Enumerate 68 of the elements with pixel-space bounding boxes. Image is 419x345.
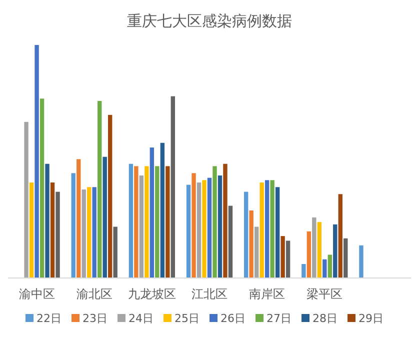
bar xyxy=(155,166,160,278)
bar xyxy=(249,210,254,278)
legend-label: 24日 xyxy=(128,312,154,325)
bar xyxy=(306,231,312,278)
legend-label: 22日 xyxy=(36,312,62,325)
legend-label: 27日 xyxy=(266,312,292,325)
bar xyxy=(196,182,202,278)
x-tick-label: 渝中区 xyxy=(18,287,55,301)
bar xyxy=(50,182,55,278)
x-tick-label: 江北区 xyxy=(192,287,228,301)
bar xyxy=(40,98,44,278)
bar xyxy=(186,184,191,278)
bar xyxy=(134,166,138,278)
bar xyxy=(160,142,165,278)
legend-label: 28日 xyxy=(312,312,338,325)
bar xyxy=(218,175,222,278)
bar xyxy=(212,166,217,278)
bar xyxy=(333,224,338,278)
bar xyxy=(264,180,270,278)
legend-label: 25日 xyxy=(174,312,200,325)
bar xyxy=(302,264,306,278)
bar xyxy=(244,192,248,278)
bar xyxy=(24,122,28,278)
bar xyxy=(45,164,50,278)
bar xyxy=(166,166,170,278)
bar xyxy=(202,180,206,278)
bar xyxy=(170,96,176,278)
bar xyxy=(34,45,39,278)
bar xyxy=(82,189,86,278)
legend-label: 26日 xyxy=(220,312,246,325)
bar xyxy=(108,114,112,278)
bar xyxy=(192,173,196,278)
bar xyxy=(275,187,280,278)
bar xyxy=(139,175,144,278)
x-tick-label: 九龙坡区 xyxy=(128,287,176,301)
bar xyxy=(87,187,92,278)
bar xyxy=(56,192,60,278)
bar xyxy=(338,194,342,278)
bar xyxy=(228,206,233,278)
x-tick-label: 渝北区 xyxy=(76,287,112,301)
bar xyxy=(312,217,316,278)
legend-label: 23日 xyxy=(82,312,108,325)
bar xyxy=(29,182,34,278)
legend-label: 29日 xyxy=(358,312,384,325)
bar xyxy=(76,159,81,278)
bar xyxy=(260,182,264,278)
bar xyxy=(359,245,364,278)
bar xyxy=(322,259,327,278)
bar xyxy=(317,222,322,278)
chart-title: 重庆七大区感染病例数据 xyxy=(127,12,292,30)
bar xyxy=(270,180,274,278)
bar xyxy=(280,236,285,278)
bar xyxy=(286,240,290,278)
bar xyxy=(102,156,107,278)
bar xyxy=(92,187,96,278)
bar xyxy=(344,238,348,278)
x-tick-label: 南岸区 xyxy=(249,287,286,301)
bar xyxy=(71,173,76,278)
bar xyxy=(207,178,212,278)
bar xyxy=(254,226,259,278)
x-tick-label: 梁平区 xyxy=(306,287,343,301)
bar xyxy=(128,164,134,278)
bar xyxy=(223,164,228,278)
bar xyxy=(113,226,118,278)
bar xyxy=(144,166,149,278)
bar xyxy=(98,100,102,278)
bar xyxy=(150,148,154,278)
bar xyxy=(328,254,332,278)
